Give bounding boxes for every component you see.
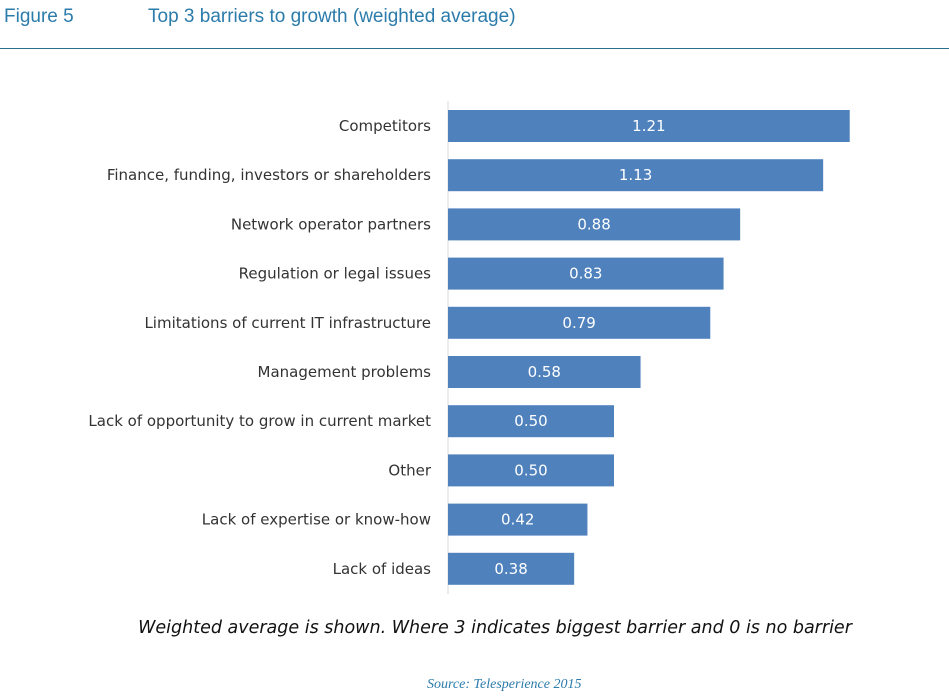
category-label: Management problems xyxy=(258,363,432,381)
bar xyxy=(448,306,711,339)
bar-chart: Competitors 1.21 Finance, funding, investo… xyxy=(88,101,850,594)
bar xyxy=(448,552,575,585)
bar xyxy=(448,454,614,487)
category-label: Lack of expertise or know-how xyxy=(202,511,431,529)
category-label: Regulation or legal issues xyxy=(239,265,432,283)
value-label: 0.79 xyxy=(562,314,595,332)
source-credit: Source: Telesperience 2015 xyxy=(427,677,582,692)
bars-group: Competitors 1.21 Finance, funding, investo… xyxy=(88,110,850,585)
figure-title: Top 3 barriers to growth (weighted avera… xyxy=(148,6,516,27)
value-label: 0.50 xyxy=(514,412,547,430)
chart-note: Weighted average is shown. Where 3 indic… xyxy=(138,618,852,638)
value-label: 1.13 xyxy=(619,166,652,184)
figure-header: Figure 5 Top 3 barriers to growth (weigh… xyxy=(0,0,949,49)
bar xyxy=(448,208,741,241)
value-label: 0.38 xyxy=(494,560,527,578)
value-label: 1.21 xyxy=(632,117,665,135)
category-label: Finance, funding, investors or sharehold… xyxy=(107,166,431,184)
category-label: Limitations of current IT infrastructure xyxy=(144,314,431,332)
bar xyxy=(448,356,641,388)
value-label: 0.42 xyxy=(501,511,534,529)
bar xyxy=(448,159,824,192)
bar xyxy=(448,110,850,142)
category-label: Lack of opportunity to grow in current m… xyxy=(88,412,431,430)
category-label: Network operator partners xyxy=(231,215,431,233)
category-label: Competitors xyxy=(339,117,431,135)
value-label: 0.88 xyxy=(577,215,610,233)
category-label: Lack of ideas xyxy=(333,560,432,578)
bar xyxy=(448,257,724,290)
bar xyxy=(448,503,588,536)
figure-number: Figure 5 xyxy=(4,6,74,27)
value-label: 0.58 xyxy=(528,363,561,381)
value-label: 0.83 xyxy=(569,265,602,283)
category-label: Other xyxy=(388,461,431,479)
value-label: 0.50 xyxy=(514,461,547,479)
bar xyxy=(448,405,614,438)
